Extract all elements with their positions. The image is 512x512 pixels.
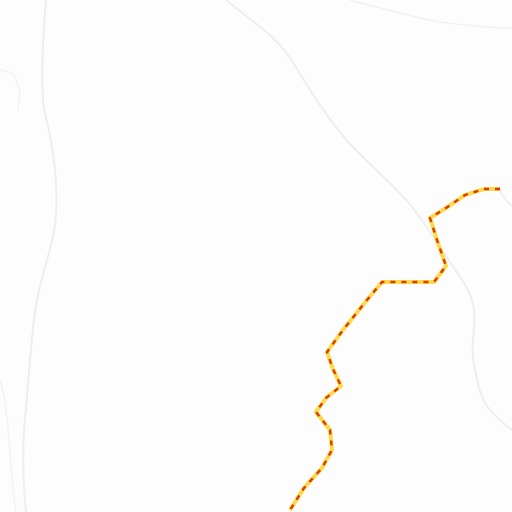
contour-line-left-main xyxy=(22,0,58,512)
route-dashes xyxy=(288,187,500,511)
contour-line-left-small xyxy=(0,69,21,111)
route-casing xyxy=(288,187,500,512)
contour-line-left-bottom xyxy=(0,379,17,512)
contour-line-top-right xyxy=(349,0,512,29)
dashed-route[interactable] xyxy=(288,187,500,512)
contour-line-top-diagonal xyxy=(225,0,512,431)
contour-line-right-edge xyxy=(497,187,512,207)
